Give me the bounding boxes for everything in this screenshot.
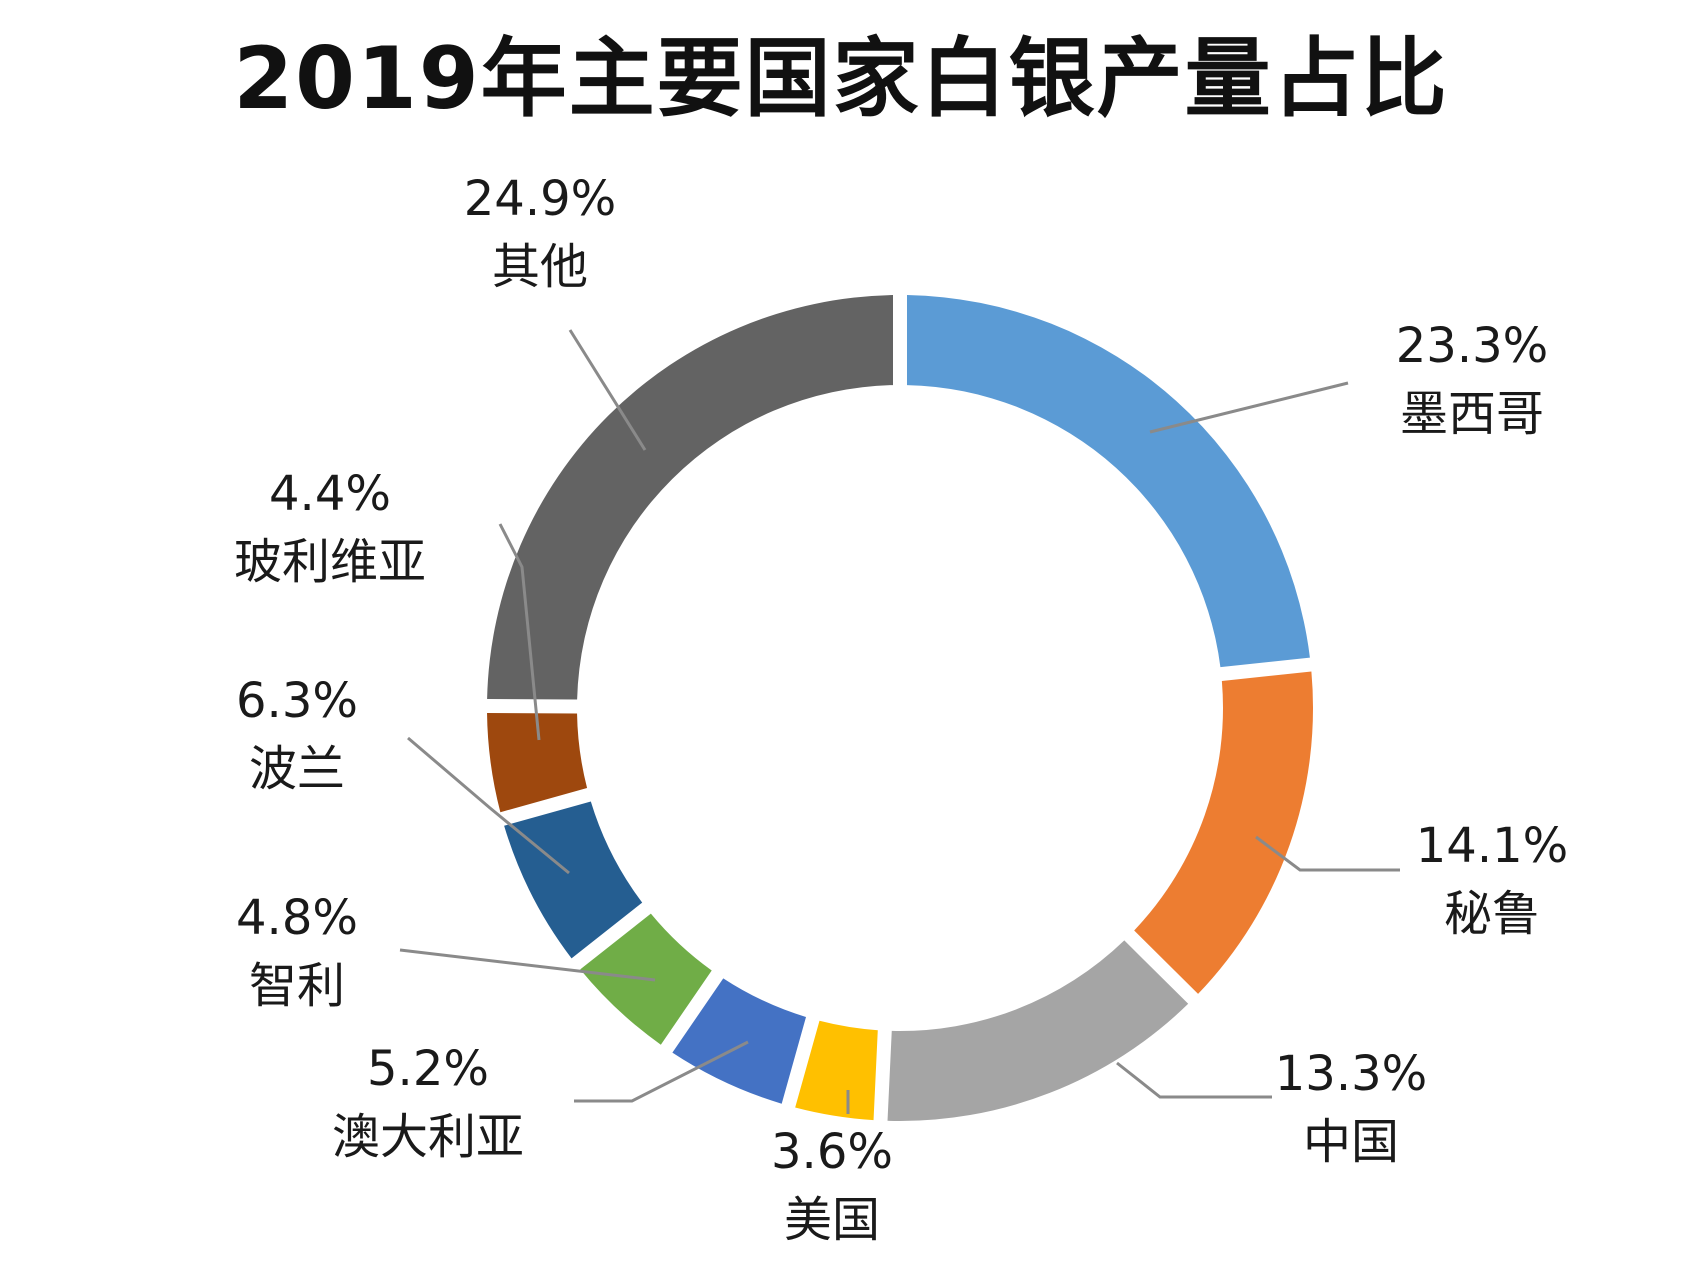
slice-labels: 23.3% 墨西哥 14.1% 秘鲁 13.3% 中国 3.6% 美国 5.2% 澳大利亚 4.8%…: [234, 171, 1568, 1248]
slice-value-label-9: 24.9%: [464, 171, 616, 227]
slice-category-label-3: 中国: [1303, 1114, 1399, 1170]
leader-line-2: [1255, 835, 1400, 872]
slice-value-label-5: 5.2%: [367, 1041, 489, 1097]
leader-line-1: [1149, 381, 1349, 434]
leader-line-9: [568, 329, 647, 451]
slice-category-label-1: 墨西哥: [1400, 386, 1544, 442]
slice-value-label-2: 14.1%: [1416, 818, 1568, 874]
leader-line-6: [399, 948, 656, 982]
donut-slice-5: [672, 978, 807, 1104]
leader-line-7: [407, 736, 570, 875]
slice-value-label-6: 4.8%: [236, 890, 358, 946]
slice-value-label-7: 6.3%: [236, 673, 358, 729]
slice-category-label-7: 波兰: [249, 741, 345, 797]
slice-category-label-9: 其他: [492, 239, 588, 295]
slice-category-label-2: 秘鲁: [1444, 886, 1540, 942]
donut-slice-2: [1134, 671, 1313, 994]
slice-value-label-1: 23.3%: [1396, 318, 1548, 374]
donut-slice-8: [487, 713, 588, 813]
slice-category-label-4: 美国: [784, 1192, 880, 1248]
donut-slice-1: [906, 295, 1310, 668]
leader-line-3: [1116, 1061, 1272, 1099]
slice-value-label-4: 3.6%: [771, 1124, 893, 1180]
slice-value-label-3: 13.3%: [1275, 1046, 1427, 1102]
donut-slice-7: [504, 801, 643, 959]
chart-title: 2019年主要国家白银产量占比: [233, 29, 1449, 129]
donut-slices: [487, 295, 1313, 1121]
slice-value-label-8: 4.4%: [269, 466, 391, 522]
donut-slice-3: [887, 940, 1189, 1121]
slice-category-label-5: 澳大利亚: [332, 1109, 524, 1165]
leader-line-5: [574, 1040, 749, 1103]
slice-category-label-8: 玻利维亚: [234, 534, 426, 590]
donut-slice-9: [487, 295, 894, 700]
slice-category-label-6: 智利: [249, 958, 345, 1014]
donut-slice-4: [795, 1020, 878, 1121]
leader-line-8: [498, 523, 541, 741]
